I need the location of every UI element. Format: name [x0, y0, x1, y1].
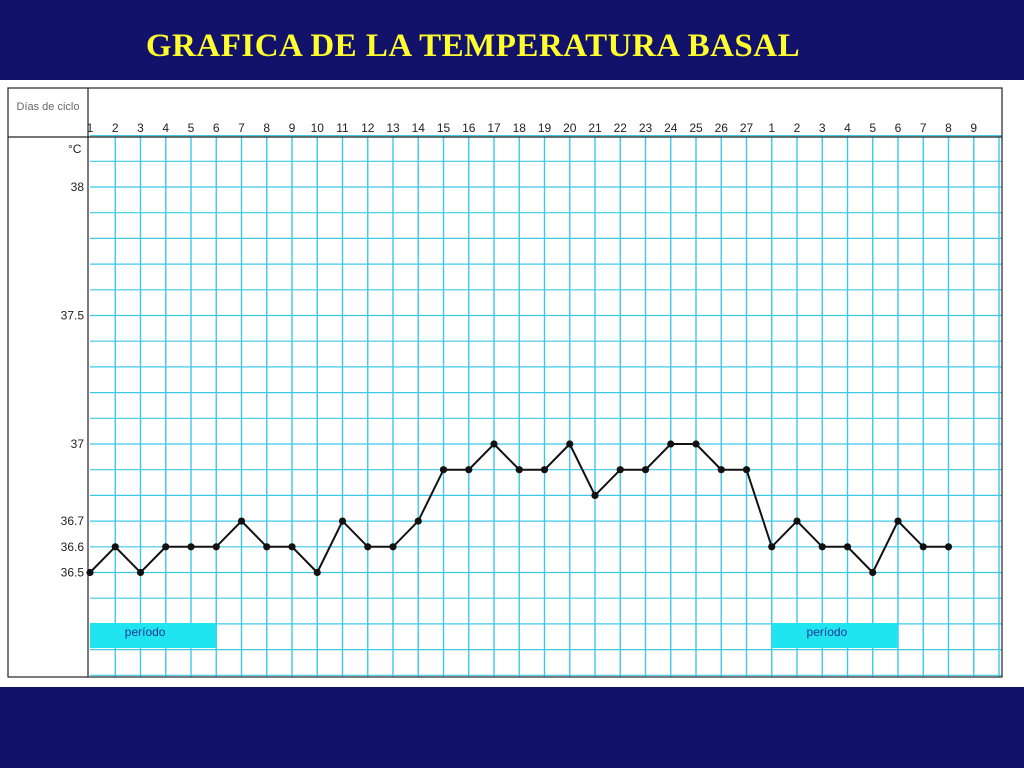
- grid-layer: [90, 134, 1002, 677]
- x-tick-label: 21: [588, 121, 602, 135]
- x-tick-label: 27: [740, 121, 754, 135]
- x-tick-label: 9: [289, 121, 296, 135]
- temperature-point: [869, 568, 877, 577]
- chart-frame: [7, 87, 1003, 678]
- period-label: período: [125, 625, 166, 639]
- x-tick-label: 5: [188, 121, 195, 135]
- label-layer: Días de ciclo°C1 2 3 4 5 6 7 8 9 10 11 12 13 14 15 16 17…: [17, 101, 978, 580]
- period-layer: período período: [90, 623, 898, 648]
- x-tick-label: 20: [563, 121, 577, 135]
- x-tick-label: 18: [513, 121, 527, 135]
- temperature-point: [818, 543, 826, 551]
- y-tick-label: 37.5: [61, 309, 85, 323]
- y-tick-label: 37: [71, 437, 85, 451]
- y-tick-label: 38: [71, 180, 85, 194]
- temperature-point: [894, 517, 902, 525]
- x-tick-label: 10: [311, 121, 325, 135]
- temperature-point: [616, 466, 624, 474]
- x-tick-label: 16: [462, 121, 476, 135]
- temperature-point: [515, 466, 523, 474]
- temperature-point: [768, 543, 776, 551]
- temperature-point: [288, 543, 296, 551]
- x-tick-label: 2: [112, 121, 119, 135]
- x-tick-label: 3: [137, 121, 144, 135]
- chart-panel: Días de ciclo °C 1 2 3 4 5 6 7 8 9 10 11 12 13 14 15 16 17…: [0, 80, 1024, 687]
- x-tick-label: 11: [336, 121, 349, 135]
- x-tick-label: 1: [768, 121, 775, 135]
- temperature-point: [717, 466, 725, 474]
- x-tick-label: 5: [869, 121, 876, 135]
- x-tick-label: 2: [794, 121, 801, 135]
- temperature-point: [591, 491, 599, 499]
- x-tick-label: 6: [213, 121, 220, 135]
- temperature-point: [439, 466, 448, 474]
- x-tick-label: 12: [361, 121, 375, 135]
- temperature-point: [540, 466, 549, 474]
- temperature-point: [187, 543, 195, 551]
- y-tick-label: 36.7: [61, 514, 85, 528]
- x-tick-label: 19: [538, 121, 552, 135]
- x-tick-label: 7: [920, 121, 927, 135]
- period-band: [90, 623, 217, 648]
- temperature-point: [237, 517, 246, 525]
- temperature-point: [919, 543, 927, 551]
- header-label: Días de ciclo: [17, 101, 80, 113]
- x-tick-label: 15: [437, 121, 451, 135]
- x-tick-label: 8: [945, 121, 952, 135]
- temperature-point: [86, 568, 94, 577]
- temperature-point: [263, 543, 271, 551]
- x-tick-label: 24: [664, 121, 678, 135]
- slide-title: GRAFICA DE LA TEMPERATURA BASAL: [145, 28, 801, 64]
- temperature-point: [414, 517, 422, 525]
- temperature-point: [338, 517, 347, 525]
- x-tick-label: 14: [412, 121, 426, 135]
- temperature-point: [313, 568, 321, 577]
- temperature-point: [692, 440, 700, 448]
- x-tick-label: 17: [487, 121, 501, 135]
- x-tick-label: 3: [819, 121, 826, 135]
- temperature-point: [162, 543, 170, 551]
- temperature-point: [566, 440, 574, 448]
- temperature-point: [793, 517, 801, 525]
- x-tick-label: 22: [614, 121, 628, 135]
- x-tick-label: 6: [895, 121, 902, 135]
- temperature-point: [465, 466, 473, 474]
- temperature-point: [742, 466, 751, 474]
- x-tick-label: 9: [970, 121, 977, 135]
- temperature-point: [843, 543, 852, 551]
- x-tick-label: 8: [263, 121, 270, 135]
- x-tick-label: 23: [639, 121, 653, 135]
- y-tick-label: 36.5: [61, 566, 85, 580]
- temperature-point: [667, 440, 675, 448]
- temperature-point: [389, 543, 397, 551]
- y-tick-label: 36.6: [61, 540, 85, 554]
- temperature-point: [944, 543, 953, 551]
- x-tick-label: 13: [386, 121, 400, 135]
- temperature-point: [111, 543, 119, 551]
- frame-layer: [7, 87, 1003, 678]
- series-layer: [86, 440, 953, 577]
- x-tick-label: 1: [87, 121, 94, 135]
- period-band: [771, 623, 898, 648]
- temperature-point: [641, 466, 650, 474]
- temperature-point: [490, 440, 498, 448]
- x-tick-label: 4: [844, 121, 851, 135]
- temperature-chart: Días de ciclo°C1 2 3 4 5 6 7 8 9 10 11 12 13 14 15 16 17…: [7, 87, 1003, 678]
- temperature-point: [212, 543, 220, 551]
- period-label: período: [807, 625, 848, 639]
- x-tick-label: 7: [238, 121, 245, 135]
- x-tick-label: 26: [715, 121, 729, 135]
- x-tick-label: 25: [689, 121, 703, 135]
- temperature-point: [364, 543, 372, 551]
- temperature-point: [136, 568, 145, 577]
- unit-label: °C: [68, 142, 82, 156]
- x-tick-label: 4: [162, 121, 169, 135]
